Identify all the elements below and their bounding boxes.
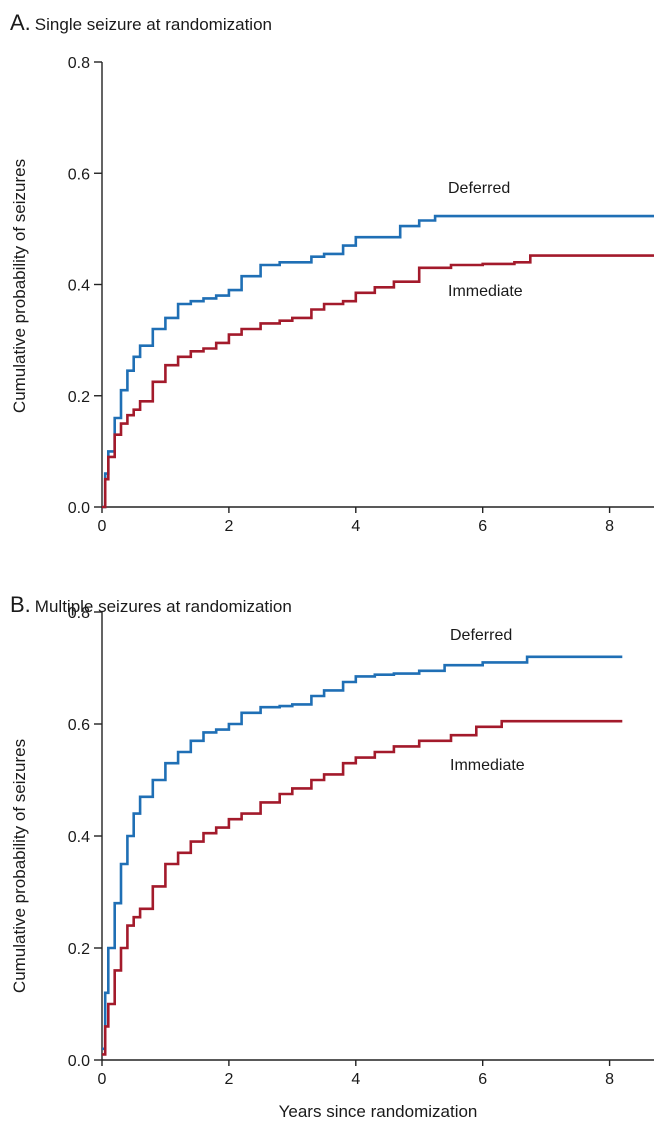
panel-a-label-immediate: Immediate: [448, 283, 523, 300]
panel-b-series-immediate-line: [102, 719, 623, 1056]
panel-a-y-tick-label: 0.8: [68, 55, 90, 72]
x-axis-label: Years since randomization: [278, 1102, 478, 1121]
panel-a-y-tick-label: 0.4: [68, 278, 90, 295]
panel-b-letter: B.: [10, 592, 31, 617]
panel-a-series-deferred-line: [102, 214, 654, 509]
panel-b-series-deferred-line: [102, 655, 623, 1051]
panel-a-x-tick-label: 8: [605, 518, 614, 535]
panel-b-x-tick-label: 0: [98, 1071, 107, 1088]
panel-b-y-tick-label: 0.2: [68, 941, 90, 958]
panel-b-y-tick-label: 0.4: [68, 829, 90, 846]
panel-a-x-tick-label: 6: [478, 518, 487, 535]
panel-a-y-tick-label: 0.0: [68, 500, 90, 517]
panel-b-y-tick-label: 0.0: [68, 1053, 90, 1070]
panel-a-title: A. Single seizure at randomization: [10, 10, 272, 36]
chart-a: 0.0 0.2 0.4 0.6 0.8 0 2 4 6 8 Deferred Immediate: [68, 55, 654, 535]
panel-a-x-tick-label: 2: [224, 518, 233, 535]
panel-a-letter: A.: [10, 10, 31, 35]
panel-a-x-tick-label: 4: [351, 518, 360, 535]
panel-b-title-text: Multiple seizures at randomization: [34, 597, 292, 616]
panel-a-y-tick-label: 0.2: [68, 389, 90, 406]
panel-a-y-tick-label: 0.6: [68, 166, 90, 183]
panel-b-y-tick-label: 0.6: [68, 717, 90, 734]
panel-a-title-text: Single seizure at randomization: [34, 15, 272, 34]
panel-a-label-deferred: Deferred: [448, 180, 510, 197]
panel-b-x-tick-label: 8: [605, 1071, 614, 1088]
panel-b-label-deferred: Deferred: [450, 627, 512, 644]
panel-b-title: B. Multiple seizures at randomization: [10, 592, 292, 618]
panel-a-x-tick-label: 0: [98, 518, 107, 535]
panel-b-x-tick-label: 2: [224, 1071, 233, 1088]
panel-a-series-immediate-line: [102, 254, 654, 509]
panel-b-x-tick-label: 6: [478, 1071, 487, 1088]
panel-b-label-immediate: Immediate: [450, 757, 525, 774]
panel-b-x-tick-label: 4: [351, 1071, 360, 1088]
panel-b-y-tick-label: 0.8: [68, 605, 90, 622]
